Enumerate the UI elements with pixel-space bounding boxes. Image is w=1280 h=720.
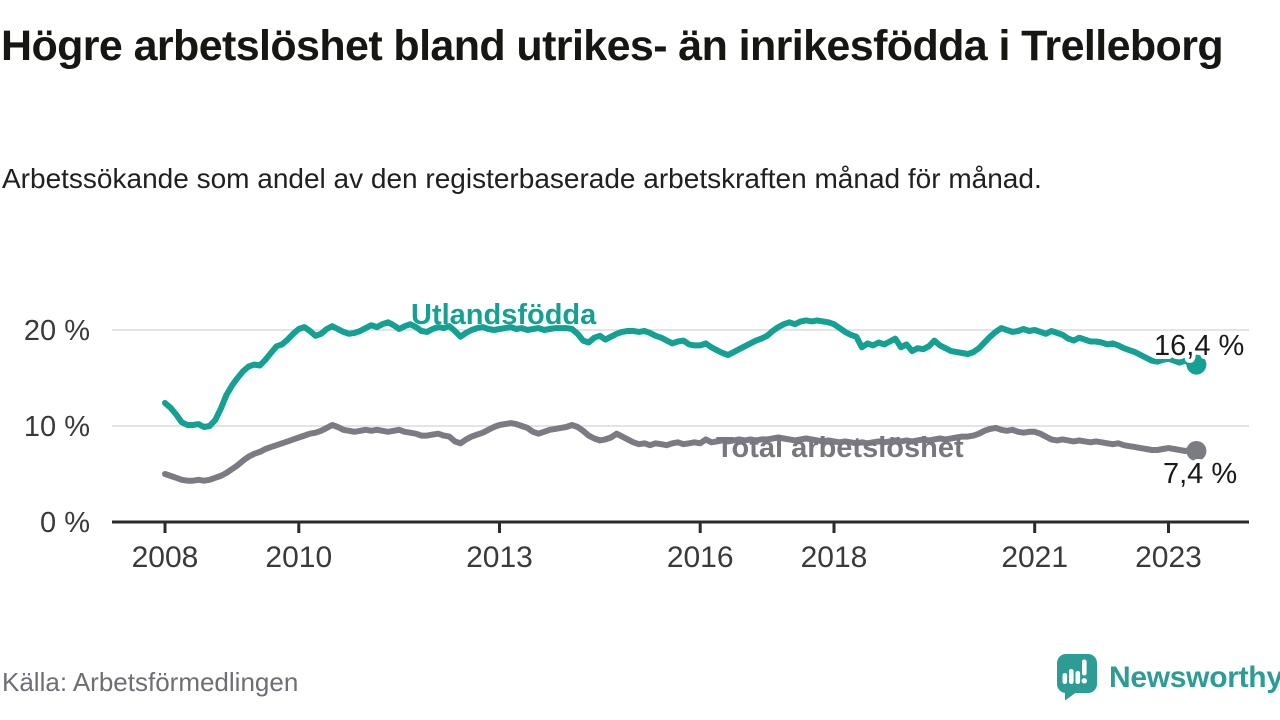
chart-subtitle: Arbetssökande som andel av den registerb… <box>2 163 1042 194</box>
x-tick-label: 2021 <box>1001 541 1068 574</box>
x-tick-label: 2013 <box>466 541 533 574</box>
series-line <box>162 317 1200 430</box>
y-tick-label: 0 % <box>40 507 90 539</box>
x-tick-label: 2008 <box>132 541 199 574</box>
brand-name: Newsworthy <box>1109 661 1280 694</box>
x-axis: 2008 2010 2013 2016 2018 2021 2023 <box>112 520 1249 574</box>
x-tick-label: 2010 <box>265 541 332 574</box>
newsworthy-speech-bubble-chart-icon <box>1057 654 1097 701</box>
x-tick-label: 2016 <box>667 541 734 574</box>
end-value-label-utlandsfodda: 16,4 % <box>1154 330 1244 362</box>
series-label-utlandsfodda: Utlandsfödda <box>411 299 597 331</box>
y-tick-label: 20 % <box>24 315 90 347</box>
chart-title: Högre arbetslöshet bland utrikes- än inr… <box>1 22 1224 70</box>
end-value-label-total: 7,4 % <box>1163 458 1237 490</box>
source-note: Källa: Arbetsförmedlingen <box>2 667 299 697</box>
brand-logo: Newsworthy <box>1056 652 1280 704</box>
series-end-dot <box>1186 441 1207 461</box>
y-tick-label: 10 % <box>24 411 90 443</box>
series-label-total-arbetsloshet: Total arbetslöshet <box>716 432 964 464</box>
series-line <box>162 420 1200 484</box>
x-tick-label: 2018 <box>801 541 868 574</box>
series-end-dot <box>1186 354 1207 375</box>
data-series <box>162 317 1207 484</box>
x-tick-label: 2023 <box>1135 541 1202 574</box>
